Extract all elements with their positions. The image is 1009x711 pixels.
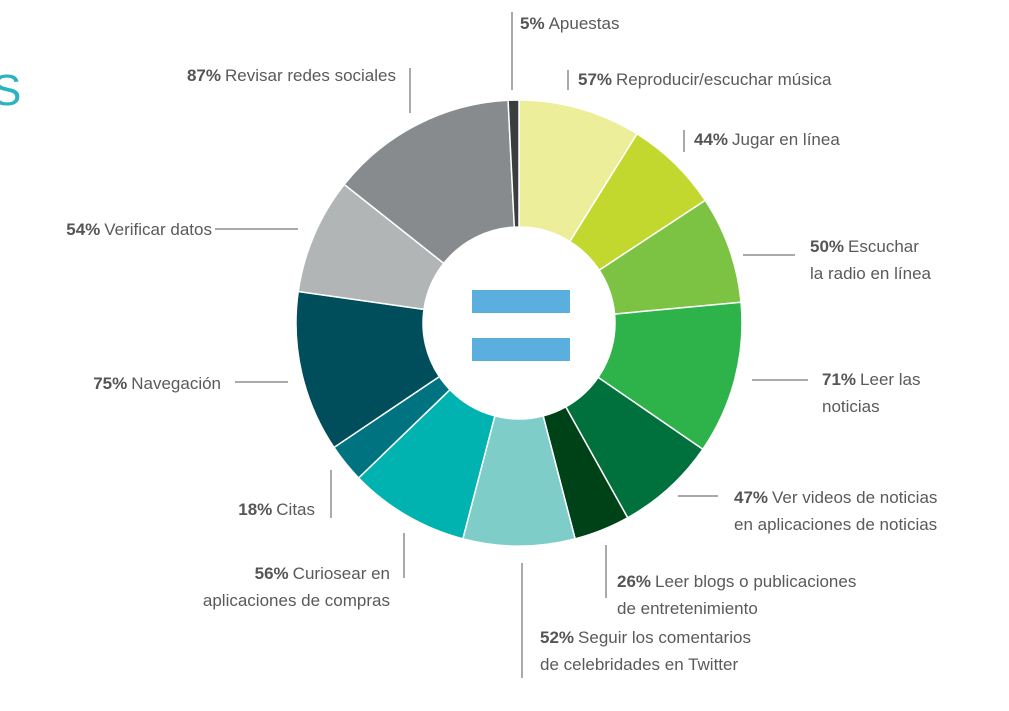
value-label: 75% (93, 374, 128, 393)
slice-label: 18% Citas (195, 496, 315, 523)
category-label: Navegación (131, 374, 221, 393)
category-label: Reproducir/escuchar música (616, 70, 832, 89)
category-label: Jugar en línea (732, 130, 840, 149)
slice-label: 52% Seguir los comentarios de celebridade… (540, 624, 840, 678)
value-label: 18% (238, 500, 273, 519)
value-label: 44% (694, 130, 729, 149)
category-label: Leer blogs o publicaciones de entretenim… (617, 572, 857, 618)
icon-bar (472, 290, 570, 313)
slice-label: 71% Leer las noticias (822, 366, 1002, 420)
heading-fragment: S (0, 66, 22, 115)
value-label: 26% (617, 572, 652, 591)
value-label: 54% (66, 220, 101, 239)
value-label: 52% (540, 628, 575, 647)
category-label: Curiosear en aplicaciones de compras (202, 564, 390, 610)
slice-label: 26% Leer blogs o publicaciones de entrete… (617, 568, 947, 622)
center-icon (472, 290, 570, 361)
icon-bar (472, 338, 570, 361)
slice-label: 56% Curiosear en aplicaciones de compras (170, 560, 390, 614)
slice-label: 75% Navegación (21, 370, 221, 397)
category-label: Leer las noticias (822, 370, 921, 416)
value-label: 71% (822, 370, 857, 389)
donut-slice (295, 290, 441, 449)
value-label: 56% (254, 564, 289, 583)
category-label: Seguir los comentarios de celebridades e… (540, 628, 751, 674)
category-label: Escuchar la radio en línea (810, 237, 931, 283)
value-label: 5% (520, 14, 545, 33)
slice-label: 44% Jugar en línea (694, 126, 934, 153)
category-label: Citas (276, 500, 315, 519)
category-label: Ver videos de noticias en aplicaciones d… (734, 488, 938, 534)
slice-label: 50% Escuchar la radio en línea (810, 233, 1000, 287)
slice-label: 57% Reproducir/escuchar música (578, 66, 958, 93)
slice-label: 47% Ver videos de noticias en aplicacione… (734, 484, 1009, 538)
value-label: 87% (186, 66, 221, 85)
category-label: Apuestas (548, 14, 620, 33)
category-label: Verificar datos (104, 220, 212, 239)
value-label: 47% (734, 488, 769, 507)
category-label: Revisar redes sociales (224, 66, 396, 85)
slice-label: 87% Revisar redes sociales (96, 62, 396, 89)
donut-slice (507, 99, 520, 228)
value-label: 50% (810, 237, 845, 256)
slice-label: 54% Verificar datos (2, 216, 212, 243)
slice-label: 5% Apuestas (520, 10, 720, 37)
donut-slice (343, 99, 516, 265)
value-label: 57% (578, 70, 613, 89)
